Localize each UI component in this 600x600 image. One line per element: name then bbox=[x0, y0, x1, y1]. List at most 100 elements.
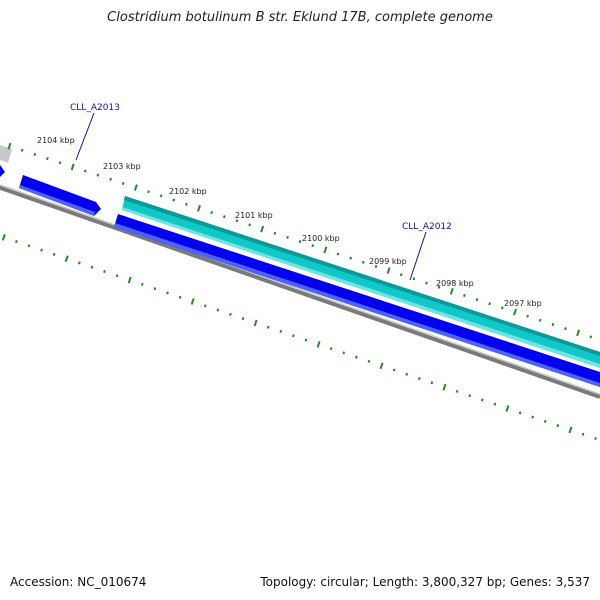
ruler-major-tick bbox=[260, 225, 265, 233]
ruler-minor-tick bbox=[556, 424, 560, 428]
ruler-minor-tick bbox=[493, 402, 497, 406]
ruler-minor-tick bbox=[159, 194, 163, 198]
ruler-major-tick bbox=[323, 246, 328, 254]
ruler-minor-tick bbox=[115, 274, 119, 278]
ruler-minor-tick bbox=[46, 156, 49, 161]
ruler-minor-tick bbox=[475, 298, 479, 302]
ruler-minor-tick bbox=[581, 432, 585, 436]
ruler-major-tick bbox=[568, 426, 573, 434]
ruler-major-tick bbox=[386, 267, 391, 274]
ruler-major-tick bbox=[442, 383, 447, 391]
ruler-minor-tick bbox=[140, 282, 144, 286]
ruler-minor-tick bbox=[266, 325, 270, 329]
ruler-major-tick bbox=[253, 319, 258, 327]
ruler-major-tick bbox=[1, 233, 6, 241]
ruler-major-tick bbox=[64, 255, 69, 263]
gene-cll-a2013[interactable] bbox=[19, 175, 101, 216]
ruler-minor-tick bbox=[292, 334, 295, 338]
ruler-minor-tick bbox=[463, 293, 466, 298]
ruler-minor-tick bbox=[336, 252, 340, 256]
ruler-minor-tick bbox=[543, 419, 547, 423]
ruler-minor-tick bbox=[430, 381, 434, 385]
kbp-label-2099: 2099 kbp bbox=[369, 257, 407, 266]
ruler-minor-tick bbox=[349, 256, 353, 260]
ruler-minor-tick bbox=[488, 302, 492, 306]
ruler-minor-tick bbox=[15, 239, 18, 244]
gene-partial-blue[interactable] bbox=[0, 165, 5, 177]
ruler-minor-tick bbox=[203, 304, 207, 308]
ruler-minor-tick bbox=[342, 351, 346, 355]
kbp-label-2100: 2100 kbp bbox=[302, 234, 340, 243]
label-link-cll-a2013 bbox=[75, 112, 95, 161]
ruler-minor-tick bbox=[241, 317, 245, 321]
label-link-cll-a2012 bbox=[409, 231, 427, 281]
ruler-minor-tick bbox=[392, 368, 396, 372]
ruler-minor-tick bbox=[298, 239, 302, 244]
ruler-minor-tick bbox=[216, 308, 220, 312]
ruler-minor-tick bbox=[166, 291, 169, 295]
ruler-minor-tick bbox=[147, 190, 150, 194]
genome-backbone-highlight bbox=[0, 184, 600, 395]
kbp-label-2103: 2103 kbp bbox=[103, 162, 141, 171]
ruler-minor-tick bbox=[455, 389, 459, 393]
ruler-major-tick bbox=[190, 298, 195, 305]
ruler-minor-tick bbox=[367, 359, 371, 364]
ruler-minor-tick bbox=[229, 312, 232, 316]
ruler-minor-tick bbox=[27, 244, 31, 248]
ruler-minor-tick bbox=[329, 347, 333, 351]
ruler-minor-tick bbox=[417, 376, 421, 381]
kbp-label-2101: 2101 kbp bbox=[235, 211, 273, 220]
ruler-minor-tick bbox=[185, 202, 188, 206]
ruler-minor-tick bbox=[354, 355, 358, 359]
gene-cll-a2012-shade bbox=[122, 207, 600, 368]
ruler-minor-tick bbox=[58, 161, 62, 165]
ruler-minor-tick bbox=[304, 338, 308, 342]
ruler-minor-tick bbox=[279, 329, 283, 334]
ruler-minor-tick bbox=[437, 285, 441, 289]
kbp-label-2097: 2097 kbp bbox=[504, 299, 542, 308]
ruler-minor-tick bbox=[589, 335, 593, 339]
ruler-minor-tick bbox=[311, 244, 315, 248]
ruler-major-tick bbox=[133, 184, 138, 191]
ruler-minor-tick bbox=[526, 314, 529, 318]
ruler-major-tick bbox=[7, 142, 12, 150]
ruler-minor-tick bbox=[96, 173, 100, 177]
ruler-minor-tick bbox=[222, 215, 226, 219]
gene-label-cll-a2012[interactable]: CLL_A2012 bbox=[402, 222, 452, 232]
ruler-minor-tick bbox=[178, 295, 182, 299]
genome-backbone bbox=[0, 185, 600, 399]
ruler-major-tick bbox=[505, 405, 510, 412]
ruler-minor-tick bbox=[235, 219, 239, 223]
ruler-minor-tick bbox=[40, 248, 43, 252]
ruler-minor-tick bbox=[83, 169, 87, 173]
ruler-minor-tick bbox=[52, 252, 56, 256]
ruler-minor-tick bbox=[538, 318, 542, 322]
kbp-label-2102: 2102 kbp bbox=[169, 187, 207, 196]
ruler-minor-tick bbox=[518, 411, 522, 415]
kbp-label-2098: 2098 kbp bbox=[436, 279, 474, 288]
ruler-minor-tick bbox=[109, 177, 112, 181]
ruler-minor-tick bbox=[564, 327, 567, 331]
accession-text: Accession: NC_010674 bbox=[10, 575, 147, 589]
genome-summary-text: Topology: circular; Length: 3,800,327 bp… bbox=[260, 575, 590, 589]
ruler-minor-tick bbox=[551, 322, 555, 327]
ruler-minor-tick bbox=[90, 265, 94, 269]
ruler-minor-tick bbox=[425, 281, 428, 285]
ruler-minor-tick bbox=[500, 306, 504, 310]
gene-forward-long-shade bbox=[114, 223, 600, 387]
ruler-minor-tick bbox=[399, 273, 403, 277]
ruler-minor-tick bbox=[210, 210, 214, 215]
ruler-minor-tick bbox=[77, 261, 81, 265]
ruler-minor-tick bbox=[20, 148, 24, 152]
ruler-major-tick bbox=[449, 287, 454, 295]
ruler-major-tick bbox=[316, 340, 321, 348]
ruler-minor-tick bbox=[248, 223, 251, 227]
gene-partial-gray[interactable] bbox=[0, 145, 12, 163]
gene-label-cll-a2013[interactable]: CLL_A2013 bbox=[70, 103, 120, 113]
ruler-minor-tick bbox=[33, 152, 37, 157]
ruler-minor-tick bbox=[480, 398, 484, 402]
map-title: Clostridium botulinum B str. Eklund 17B,… bbox=[107, 10, 493, 25]
ruler-minor-tick bbox=[412, 277, 416, 281]
ruler-ticks-lower bbox=[1, 233, 597, 441]
